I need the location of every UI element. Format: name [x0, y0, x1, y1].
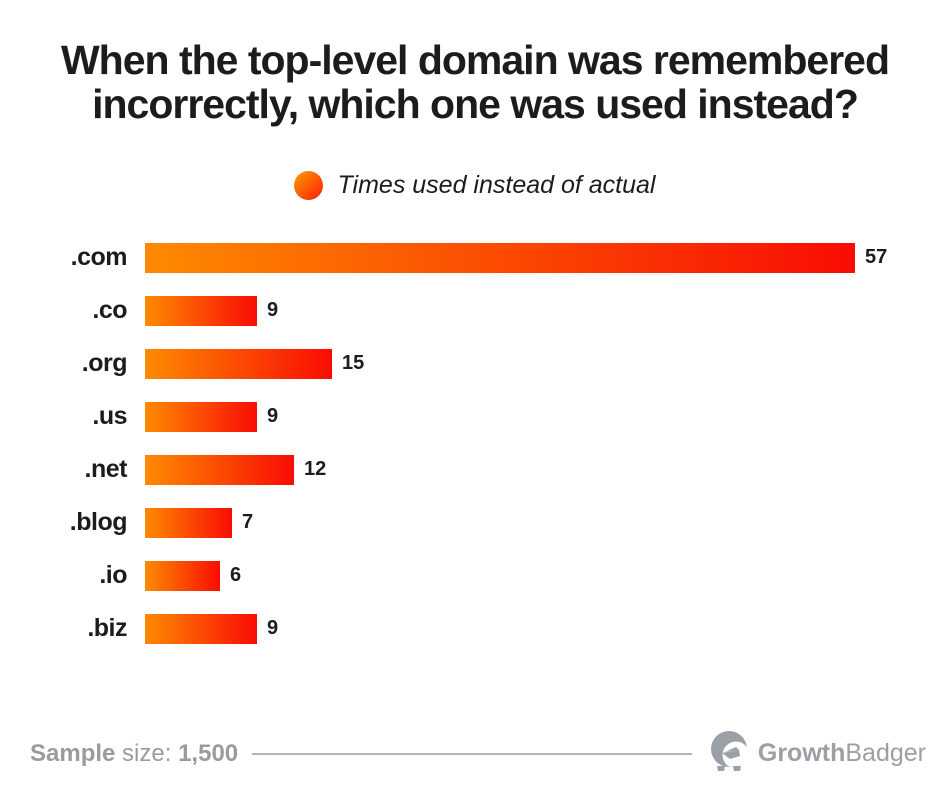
bar-category-label: .us — [92, 402, 127, 430]
logo-text-growth: Growth — [757, 739, 846, 767]
bar-category-label: .biz — [87, 614, 127, 642]
page-title-line-1: When the top-level domain was remembered — [60, 37, 890, 83]
growthbadger-logo-text: GrowthBadger — [758, 739, 926, 768]
bar — [145, 242, 855, 273]
bar — [145, 348, 332, 379]
bar — [145, 454, 294, 485]
growthbadger-logo: GrowthBadger — [706, 728, 926, 779]
growthbadger-badger-icon — [706, 728, 754, 779]
bar-value-label: 9 — [267, 299, 279, 321]
chart-row: .blog 7 — [0, 496, 950, 549]
footer: Sample size: 1,500 GrowthBadger — [30, 728, 926, 779]
bar-value-label: 6 — [230, 564, 242, 586]
page-title-line-2: incorrectly, which one was used instead? — [92, 81, 859, 127]
legend: Times used instead of actual — [0, 171, 950, 200]
bar-category-label: .net — [84, 455, 128, 483]
bar-category-label: .org — [81, 349, 128, 377]
bar — [145, 507, 232, 538]
bar-value-label: 7 — [242, 511, 254, 533]
bar-category-label: .io — [99, 561, 127, 589]
bar — [145, 560, 220, 591]
bar — [145, 613, 257, 644]
legend-label: Times used instead of actual — [337, 171, 656, 199]
bar-value-label: 15 — [342, 352, 365, 374]
bar-category-label: .co — [92, 296, 127, 324]
chart-row: .org 15 — [0, 337, 950, 390]
bar-category-label: .blog — [69, 508, 128, 536]
sample-size-value: 1,500 — [178, 739, 239, 767]
chart-row: .biz 9 — [0, 602, 950, 655]
footer-divider-line — [252, 752, 692, 755]
bar-value-label: 57 — [865, 246, 888, 268]
bar-value-label: 12 — [304, 458, 327, 480]
chart-row: .co 9 — [0, 284, 950, 337]
sample-word: Sample — [30, 739, 116, 767]
bar-value-label: 9 — [267, 405, 279, 427]
chart-row: .us 9 — [0, 390, 950, 443]
bar-category-label: .com — [70, 243, 128, 271]
page-title: When the top-level domain was remembered… — [0, 38, 950, 126]
sample-size-text: Sample size: 1,500 — [30, 740, 238, 768]
logo-text-badger: Badger — [845, 739, 926, 767]
bar-chart: .com 57 .co 9 .org 15 .us 9 .net 12 .blog 7 .io 6 .biz… — [0, 231, 950, 655]
bar — [145, 401, 257, 432]
size-word: size: — [122, 739, 172, 767]
chart-row: .com 57 — [0, 231, 950, 284]
legend-dot-icon — [294, 171, 324, 200]
bar — [145, 295, 257, 326]
chart-row: .net 12 — [0, 443, 950, 496]
bar-value-label: 9 — [267, 617, 279, 639]
chart-row: .io 6 — [0, 549, 950, 602]
